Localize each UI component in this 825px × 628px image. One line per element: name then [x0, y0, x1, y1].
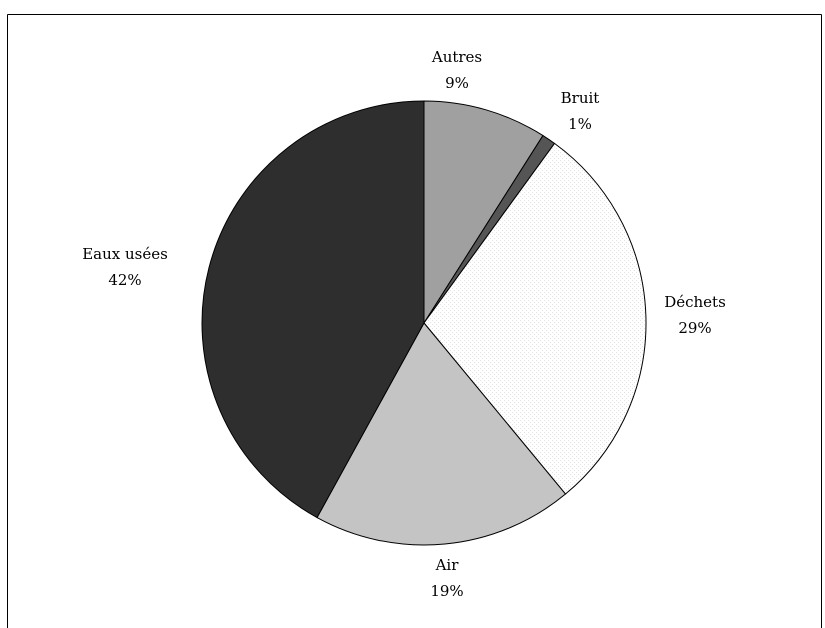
slice-value-eaux-usees: 42%	[108, 271, 141, 289]
pie-slice-dechets	[423, 142, 647, 495]
slice-value-bruit: 1%	[568, 115, 592, 133]
slice-value-autres: 9%	[445, 74, 469, 92]
slice-label-air: Air	[435, 556, 460, 574]
pie-slice-air	[316, 322, 567, 546]
pie-slice-autres	[423, 100, 544, 325]
slice-value-air: 19%	[430, 582, 463, 600]
slice-label-autres: Autres	[431, 48, 482, 66]
slice-value-dechets: 29%	[678, 319, 711, 337]
pie-slice-eaux-usees	[201, 100, 425, 519]
pie-labels: Autres 9% Bruit 1% Déchets 29% Air 19% Eaux usée…	[82, 48, 726, 600]
slice-label-eaux-usees: Eaux usées	[82, 245, 168, 263]
slice-label-dechets: Déchets	[664, 293, 726, 311]
slice-label-bruit: Bruit	[561, 89, 600, 107]
pie-slices	[201, 100, 647, 546]
